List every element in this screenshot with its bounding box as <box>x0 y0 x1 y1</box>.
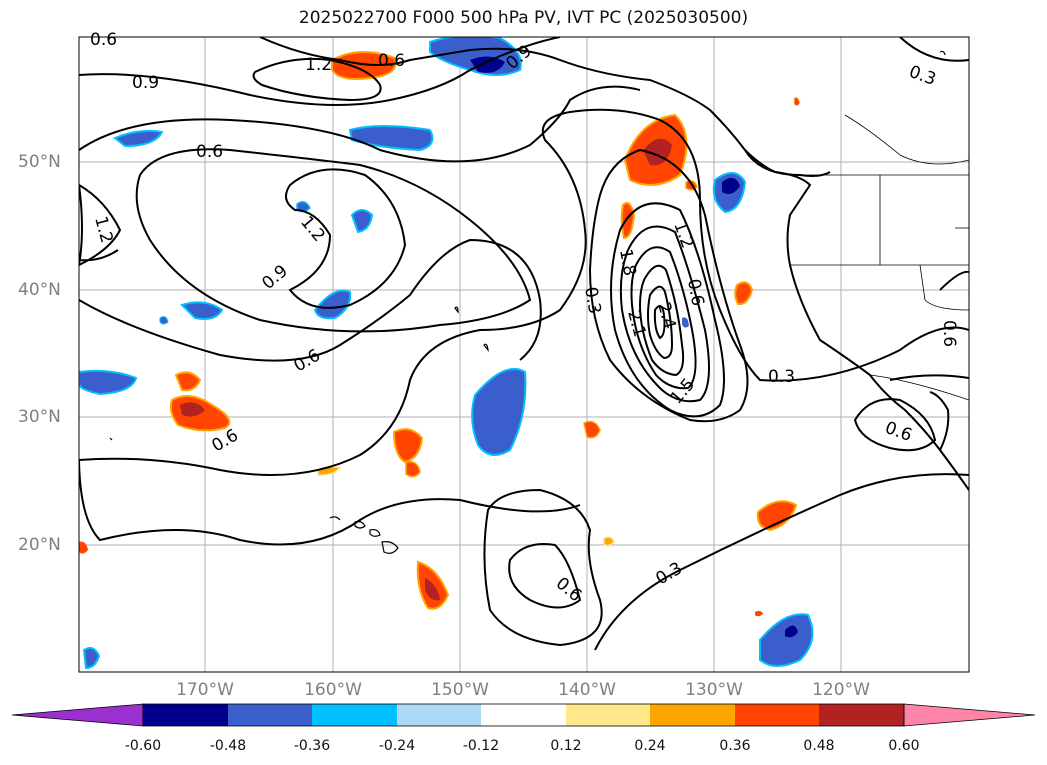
colorbar-tick: 0.48 <box>803 738 835 754</box>
pv-positive-blob <box>405 460 421 478</box>
map-frame <box>78 36 970 673</box>
contour-label: 1.8 <box>615 247 639 277</box>
lon-label: 140°W <box>558 680 616 700</box>
contour-label: 0.6 <box>90 30 117 50</box>
contour-label: 0.6 <box>882 418 914 446</box>
lat-label: 50°N <box>18 152 61 172</box>
pv-positive-blob <box>392 428 424 464</box>
colorbar-bin <box>735 704 819 726</box>
pv-positive-blob <box>734 281 754 306</box>
colorbar-bin <box>228 704 312 726</box>
colorbar-bin <box>650 704 735 726</box>
contour-label: 0.6 <box>939 320 959 347</box>
colorbar-tick: -0.24 <box>378 738 416 754</box>
pv-negative-blob <box>82 647 101 670</box>
colorbar-bin <box>481 704 566 726</box>
contour-label: 0.3 <box>580 285 604 315</box>
lon-label: 150°W <box>431 680 489 700</box>
political-borders <box>790 114 969 401</box>
pv-negative-blob <box>113 129 164 148</box>
colorbar-bin <box>566 704 650 726</box>
pv-negative-blob <box>180 301 224 320</box>
graticule <box>79 37 969 672</box>
colorbar-tick: -0.12 <box>462 738 500 754</box>
pv-negative-blob <box>159 316 169 325</box>
pv-positive-blob <box>755 610 763 617</box>
lon-label: 130°W <box>685 680 743 700</box>
contour-label: 0.3 <box>653 558 686 589</box>
colorbar <box>11 703 1036 727</box>
ivt-contours <box>79 37 969 651</box>
pv-negative-blob <box>313 289 352 320</box>
pv-negative-blob <box>348 125 434 152</box>
lon-label: 160°W <box>304 680 362 700</box>
pv-positive-blob <box>603 536 615 547</box>
lat-label: 20°N <box>18 535 61 555</box>
contour-label: 0.9 <box>132 73 159 93</box>
contour-label: 0.6 <box>378 51 405 71</box>
pv-negative-blob <box>682 317 689 328</box>
pv-negative-blob <box>759 613 814 667</box>
colorbar-bin <box>143 704 228 726</box>
pv-positive-blob <box>79 541 88 554</box>
pv-positive-blob <box>174 371 202 392</box>
pv-positive-blob <box>583 420 601 439</box>
pv-positive-blob <box>756 500 798 532</box>
contour-label: 1.5 <box>667 375 700 409</box>
contour-label: 0.3 <box>906 62 938 90</box>
colorbar-tick: 0.60 <box>888 738 920 754</box>
contour-label: 0.6 <box>683 277 707 307</box>
colorbar-extend-low <box>11 703 144 727</box>
colorbar-tick: -0.60 <box>124 738 162 754</box>
colorbar-bin <box>397 704 481 726</box>
coastline <box>259 37 969 491</box>
pv-negative-blob <box>79 369 138 396</box>
map-title: 2025022700 F000 500 hPa PV, IVT PC (2025… <box>298 8 749 28</box>
pv-positive-blob <box>793 96 801 107</box>
contour-label: 0.6 <box>291 345 324 376</box>
contour-label: 0.6 <box>552 574 586 607</box>
colorbar-tick: -0.36 <box>293 738 331 754</box>
contour-labels: 0.6 1.2 0.6 0.9 0.9 0.6 1.2 1.2 0.9 0.6 … <box>90 30 959 606</box>
colorbar-tick: 0.12 <box>550 738 582 754</box>
colorbar-tick: -0.48 <box>209 738 247 754</box>
colorbar-tick: 0.24 <box>634 738 666 754</box>
lon-label: 120°W <box>812 680 870 700</box>
contour-label: 0.6 <box>196 142 223 162</box>
islands <box>109 50 946 554</box>
pv-negative-blob <box>350 209 374 234</box>
contour-label: 0.3 <box>768 367 795 387</box>
pv-negative-blob <box>471 367 527 456</box>
lat-label: 40°N <box>18 280 61 300</box>
pv-positive-blob <box>331 50 397 80</box>
colorbar-bin <box>819 704 904 726</box>
colorbar-extend-high <box>903 703 1036 727</box>
pv-positive-blob <box>620 202 636 240</box>
lat-label: 30°N <box>18 407 61 427</box>
colorbar-bin <box>312 704 397 726</box>
contour-label: 1.2 <box>305 55 332 75</box>
lon-label: 170°W <box>176 680 234 700</box>
contour-label: 0.9 <box>258 261 292 294</box>
contour-label: 1.2 <box>296 212 329 246</box>
colorbar-tick: 0.36 <box>719 738 751 754</box>
pv-anomaly-fills <box>79 37 814 670</box>
contour-label: 1.2 <box>669 219 697 251</box>
